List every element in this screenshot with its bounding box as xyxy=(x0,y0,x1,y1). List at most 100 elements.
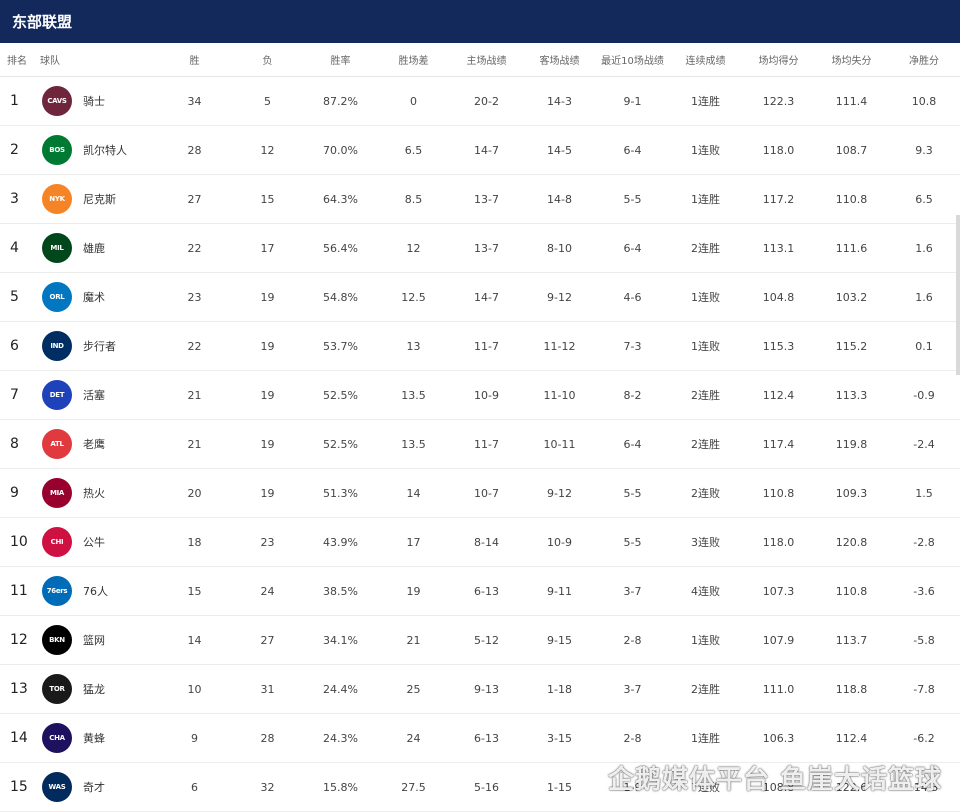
col-header-streak[interactable]: 连续成绩 xyxy=(669,43,742,77)
table-row[interactable]: 7 DET 活塞 21 19 52.5% 13.5 10-9 11-10 8-2 2连胜 112.4 1… xyxy=(0,370,960,420)
col-header-wins[interactable]: 胜 xyxy=(158,43,231,77)
page-title: 东部联盟 xyxy=(12,13,73,31)
team-cell[interactable]: CHA 黄蜂 xyxy=(40,713,158,763)
table-row[interactable]: 1 CAVS 骑士 34 5 87.2% 0 20-2 14-3 9-1 1连胜 122.3 111.4… xyxy=(0,76,960,126)
table-row[interactable]: 9 MIA 热火 20 19 51.3% 14 10-7 9-12 5-5 2连败 110.8 109.… xyxy=(0,468,960,518)
point-diff-cell: 6.5 xyxy=(888,174,960,224)
col-header-losses[interactable]: 负 xyxy=(231,43,304,77)
col-header-last-10[interactable]: 最近10场战绩 xyxy=(596,43,669,77)
team-name[interactable]: 活塞 xyxy=(83,389,105,402)
table-row[interactable]: 3 NYK 尼克斯 27 15 64.3% 8.5 13-7 14-8 5-5 1连胜 117.2 11… xyxy=(0,174,960,224)
wins-cell: 21 xyxy=(158,419,231,469)
point-diff-cell: 10.8 xyxy=(888,76,960,126)
table-row[interactable]: 10 CHI 公牛 18 23 43.9% 17 8-14 10-9 5-5 3连败 118.0 120… xyxy=(0,517,960,567)
team-cell[interactable]: NYK 尼克斯 xyxy=(40,174,158,224)
games-behind-cell: 19 xyxy=(377,566,450,616)
point-diff-cell: 1.5 xyxy=(888,468,960,518)
col-header-games-behind[interactable]: 胜场差 xyxy=(377,43,450,77)
table-row[interactable]: 6 IND 步行者 22 19 53.7% 13 11-7 11-12 7-3 1连败 115.3 11… xyxy=(0,321,960,371)
win-pct-cell: 38.5% xyxy=(304,566,377,616)
table-row[interactable]: 5 ORL 魔术 23 19 54.8% 12.5 14-7 9-12 4-6 1连败 104.8 10… xyxy=(0,272,960,322)
team-logo-icon: WAS xyxy=(42,772,72,802)
streak-cell: 2连胜 xyxy=(669,370,742,420)
col-header-rank[interactable]: 排名 xyxy=(0,43,40,77)
win-pct-cell: 15.8% xyxy=(304,762,377,812)
table-row[interactable]: 15 WAS 奇才 6 32 15.8% 27.5 5-16 1-15 1-9 7连败 108.8 12… xyxy=(0,762,960,812)
team-cell[interactable]: CHI 公牛 xyxy=(40,517,158,567)
wins-cell: 14 xyxy=(158,615,231,665)
team-cell[interactable]: IND 步行者 xyxy=(40,321,158,371)
away-record-cell: 11-12 xyxy=(523,321,596,371)
team-name[interactable]: 奇才 xyxy=(83,781,105,794)
team-name[interactable]: 公牛 xyxy=(83,536,105,549)
scrollbar-thumb[interactable] xyxy=(956,215,960,375)
table-row[interactable]: 2 BOS 凯尔特人 28 12 70.0% 6.5 14-7 14-5 6-4 1连败 118.0 1… xyxy=(0,125,960,175)
rank-cell: 12 xyxy=(0,615,40,665)
team-cell[interactable]: ORL 魔术 xyxy=(40,272,158,322)
point-diff-cell: -14.3 xyxy=(888,762,960,812)
col-header-team[interactable]: 球队 xyxy=(40,43,158,77)
table-row[interactable]: 13 TOR 猛龙 10 31 24.4% 25 9-13 1-18 3-7 2连胜 111.0 118… xyxy=(0,664,960,714)
team-name[interactable]: 老鹰 xyxy=(83,438,105,451)
team-cell[interactable]: ATL 老鹰 xyxy=(40,419,158,469)
table-row[interactable]: 8 ATL 老鹰 21 19 52.5% 13.5 11-7 10-11 6-4 2连胜 117.4 1… xyxy=(0,419,960,469)
team-name[interactable]: 骑士 xyxy=(83,95,105,108)
team-cell[interactable]: MIL 雄鹿 xyxy=(40,223,158,273)
team-name[interactable]: 雄鹿 xyxy=(83,242,105,255)
table-row[interactable]: 11 76ers 76人 15 24 38.5% 19 6-13 9-11 3-7 4连败 107.3… xyxy=(0,566,960,616)
team-name[interactable]: 篮网 xyxy=(83,634,105,647)
games-behind-cell: 25 xyxy=(377,664,450,714)
games-behind-cell: 12 xyxy=(377,223,450,273)
team-cell[interactable]: CAVS 骑士 xyxy=(40,76,158,126)
team-name[interactable]: 76人 xyxy=(83,585,108,598)
team-name[interactable]: 猛龙 xyxy=(83,683,105,696)
col-header-win-pct[interactable]: 胜率 xyxy=(304,43,377,77)
col-header-points-for[interactable]: 场均得分 xyxy=(742,43,815,77)
team-name[interactable]: 凯尔特人 xyxy=(83,144,127,157)
last-10-cell: 1-9 xyxy=(596,762,669,812)
col-header-away-record[interactable]: 客场战绩 xyxy=(523,43,596,77)
col-header-points-against[interactable]: 场均失分 xyxy=(815,43,888,77)
team-cell[interactable]: TOR 猛龙 xyxy=(40,664,158,714)
streak-cell: 2连败 xyxy=(669,468,742,518)
team-logo-icon: CHA xyxy=(42,723,72,753)
team-cell[interactable]: DET 活塞 xyxy=(40,370,158,420)
games-behind-cell: 13.5 xyxy=(377,370,450,420)
win-pct-cell: 24.3% xyxy=(304,713,377,763)
losses-cell: 19 xyxy=(231,370,304,420)
rank-cell: 14 xyxy=(0,713,40,763)
team-cell[interactable]: WAS 奇才 xyxy=(40,762,158,812)
table-header-row: 排名 球队 胜 负 胜率 胜场差 主场战绩 客场战绩 最近10场战绩 连续成绩 … xyxy=(0,43,960,77)
team-logo-icon: DET xyxy=(42,380,72,410)
team-cell[interactable]: BKN 篮网 xyxy=(40,615,158,665)
points-for-cell: 117.4 xyxy=(742,419,815,469)
table-row[interactable]: 14 CHA 黄蜂 9 28 24.3% 24 6-13 3-15 2-8 1连胜 106.3 112.… xyxy=(0,713,960,763)
games-behind-cell: 14 xyxy=(377,468,450,518)
team-cell[interactable]: BOS 凯尔特人 xyxy=(40,125,158,175)
standings-table: 排名 球队 胜 负 胜率 胜场差 主场战绩 客场战绩 最近10场战绩 连续成绩 … xyxy=(0,43,960,812)
streak-cell: 1连胜 xyxy=(669,76,742,126)
col-header-home-record[interactable]: 主场战绩 xyxy=(450,43,523,77)
home-record-cell: 8-14 xyxy=(450,517,523,567)
last-10-cell: 9-1 xyxy=(596,76,669,126)
team-cell[interactable]: 76ers 76人 xyxy=(40,566,158,616)
team-name[interactable]: 黄蜂 xyxy=(83,732,105,745)
team-name[interactable]: 尼克斯 xyxy=(83,193,116,206)
team-name[interactable]: 魔术 xyxy=(83,291,105,304)
points-against-cell: 110.8 xyxy=(815,566,888,616)
conference-header: 东部联盟 xyxy=(0,0,960,43)
rank-cell: 4 xyxy=(0,223,40,273)
team-name[interactable]: 热火 xyxy=(83,487,105,500)
table-row[interactable]: 4 MIL 雄鹿 22 17 56.4% 12 13-7 8-10 6-4 2连胜 113.1 111.… xyxy=(0,223,960,273)
team-cell[interactable]: MIA 热火 xyxy=(40,468,158,518)
team-name[interactable]: 步行者 xyxy=(83,340,116,353)
col-header-point-diff[interactable]: 净胜分 xyxy=(888,43,960,77)
losses-cell: 19 xyxy=(231,272,304,322)
point-diff-cell: -6.2 xyxy=(888,713,960,763)
home-record-cell: 14-7 xyxy=(450,125,523,175)
rank-cell: 13 xyxy=(0,664,40,714)
table-row[interactable]: 12 BKN 篮网 14 27 34.1% 21 5-12 9-15 2-8 1连败 107.9 113… xyxy=(0,615,960,665)
last-10-cell: 2-8 xyxy=(596,713,669,763)
games-behind-cell: 27.5 xyxy=(377,762,450,812)
points-against-cell: 109.3 xyxy=(815,468,888,518)
